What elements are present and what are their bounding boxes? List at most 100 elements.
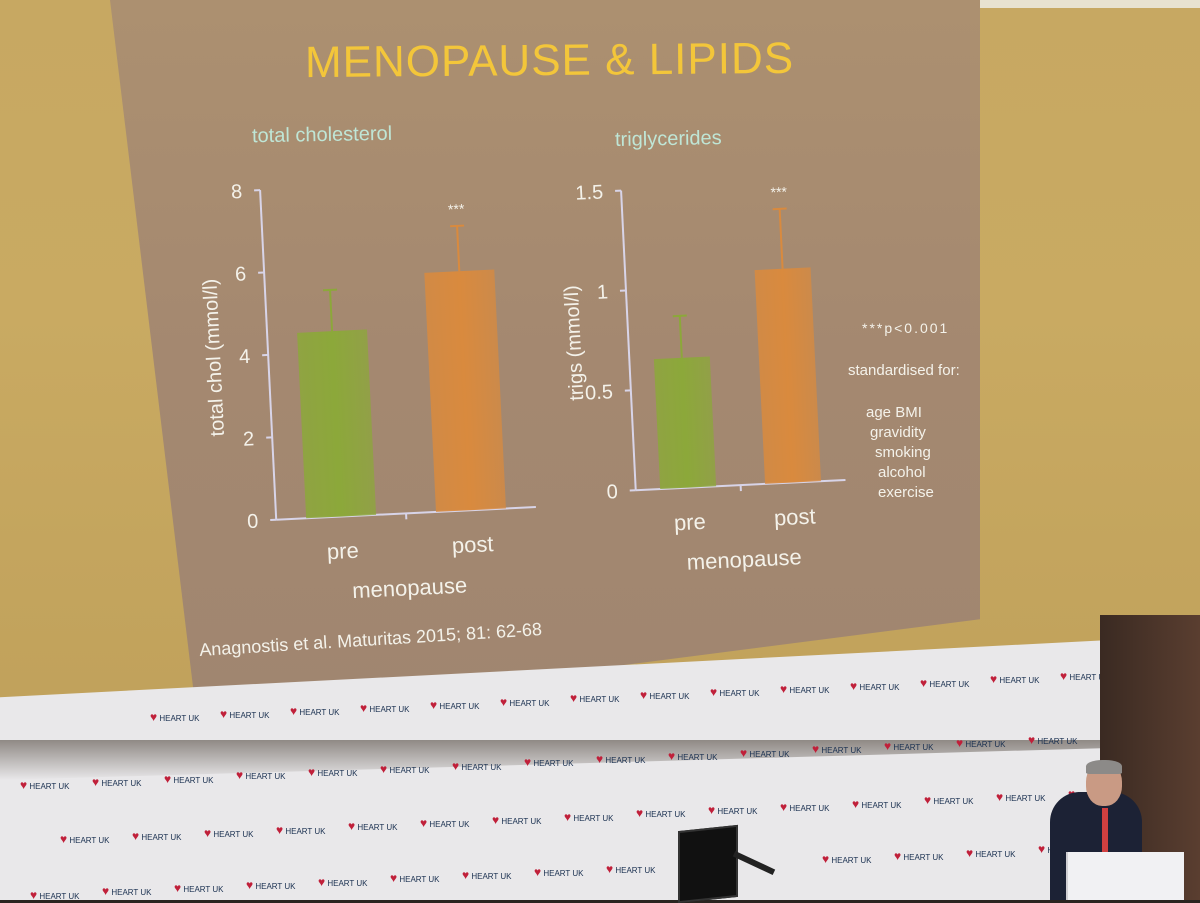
heart-uk-logo-text: HEART UK: [829, 856, 871, 865]
heart-uk-logo: ♥ HEART UK: [20, 778, 70, 792]
chart-1-errorbar-pre: [680, 316, 682, 358]
heart-uk-logo: ♥ HEART UK: [276, 823, 326, 837]
chol-chart-title: total cholesterol: [252, 123, 392, 148]
heart-uk-logo: ♥ HEART UK: [492, 813, 542, 827]
factor-alcohol: alcohol: [878, 464, 926, 481]
heart-uk-logo-text: HEART UK: [891, 743, 933, 752]
heart-uk-logo-text: HEART UK: [387, 766, 429, 775]
heart-uk-logo: ♥ HEART UK: [132, 829, 182, 843]
chart-1-errorbar-post: [780, 209, 783, 269]
chart-0-bar-post: [424, 270, 506, 512]
heart-uk-logo-text: HEART UK: [541, 869, 583, 878]
heart-uk-logo: ♥ HEART UK: [236, 768, 286, 782]
heart-uk-logo-text: HEART UK: [717, 689, 759, 698]
heart-uk-logo-text: HEART UK: [315, 769, 357, 778]
chart-0-ytick-label: 6: [235, 263, 247, 286]
heart-uk-logo-text: HEART UK: [1035, 737, 1077, 746]
chart-1-category-post: post: [773, 503, 816, 530]
heart-uk-logo: ♥ HEART UK: [318, 875, 368, 889]
heart-uk-logo: ♥ HEART UK: [420, 816, 470, 830]
chart-0-xlabel: menopause: [352, 572, 468, 603]
heart-uk-logo-text: HEART UK: [931, 797, 973, 806]
heart-uk-logo: ♥ HEART UK: [150, 710, 200, 724]
chart-1-bar-pre: [654, 356, 716, 489]
heart-uk-logo: ♥ HEART UK: [534, 865, 584, 879]
chart-1-ytick-label: 0: [606, 481, 618, 504]
chart-1-xlabel: menopause: [686, 544, 802, 575]
chart-1-errorcap-post: [773, 209, 787, 210]
chart-0-ylabel: total chol (mmol/l): [199, 278, 229, 437]
heart-uk-logo-text: HEART UK: [171, 776, 213, 785]
heart-uk-logo-text: HEART UK: [997, 676, 1039, 685]
heart-uk-logo: ♥ HEART UK: [710, 685, 760, 699]
heart-uk-logo: ♥ HEART UK: [308, 765, 358, 779]
heart-uk-logo: ♥ HEART UK: [92, 775, 142, 789]
chart-0-ytick-label: 4: [239, 346, 251, 369]
heart-uk-logo-text: HEART UK: [297, 708, 339, 717]
heart-uk-logo: ♥ HEART UK: [500, 695, 550, 709]
heart-uk-logo-text: HEART UK: [227, 711, 269, 720]
chart-0-category-pre: pre: [326, 538, 359, 565]
heart-uk-logo: ♥ HEART UK: [668, 749, 718, 763]
chart-0-errorbar-pre: [330, 290, 332, 331]
chart-0-errorbar-post: [457, 226, 459, 271]
heart-uk-logo: ♥ HEART UK: [990, 672, 1040, 686]
heart-uk-logo-text: HEART UK: [109, 888, 151, 897]
heart-uk-logo-text: HEART UK: [927, 680, 969, 689]
heart-uk-logo-text: HEART UK: [715, 807, 757, 816]
chart-0-errorcap-pre: [323, 290, 337, 291]
heart-uk-logo-text: HEART UK: [99, 779, 141, 788]
heart-uk-logo-text: HEART UK: [27, 782, 69, 791]
heart-uk-logo: ♥ HEART UK: [780, 682, 830, 696]
ceiling-strip: [960, 0, 1200, 8]
heart-uk-logo: ♥ HEART UK: [822, 852, 872, 866]
trig-chart-title: triglycerides: [615, 127, 722, 152]
heart-uk-logo-text: HEART UK: [1003, 794, 1045, 803]
chart-0-ytick-label: 8: [231, 181, 243, 204]
heart-uk-logo: ♥ HEART UK: [174, 881, 224, 895]
heart-uk-logo-text: HEART UK: [819, 746, 861, 755]
heart-uk-logo: ♥ HEART UK: [246, 878, 296, 892]
heart-uk-logo: ♥ HEART UK: [740, 746, 790, 760]
heart-uk-logo: ♥ HEART UK: [708, 803, 758, 817]
heart-uk-logo-text: HEART UK: [507, 699, 549, 708]
heart-uk-logo-text: HEART UK: [747, 750, 789, 759]
chart-1-ytick-label: 0.5: [585, 381, 614, 404]
heart-uk-logo-text: HEART UK: [531, 759, 573, 768]
heart-uk-logo-text: HEART UK: [571, 814, 613, 823]
heart-uk-logo: ♥ HEART UK: [596, 752, 646, 766]
chart-1-errorcap-pre: [673, 316, 687, 317]
heart-uk-logo: ♥ HEART UK: [348, 819, 398, 833]
speaker-hair: [1086, 760, 1122, 774]
heart-uk-logo: ♥ HEART UK: [564, 810, 614, 824]
chart-1-y-axis: [621, 191, 636, 491]
heart-uk-logo: ♥ HEART UK: [636, 806, 686, 820]
heart-uk-logo: ♥ HEART UK: [60, 832, 110, 846]
heart-uk-logo: ♥ HEART UK: [996, 790, 1046, 804]
heart-uk-logo: ♥ HEART UK: [452, 759, 502, 773]
chart-1-ytick-label: 1.5: [575, 181, 604, 204]
chart-0-category-post: post: [451, 531, 494, 558]
heart-uk-logo: ♥ HEART UK: [1028, 733, 1078, 747]
heart-uk-logo: ♥ HEART UK: [924, 793, 974, 807]
factor-age-bmi: age BMI: [866, 404, 922, 421]
heart-uk-logo: ♥ HEART UK: [430, 698, 480, 712]
heart-uk-logo-text: HEART UK: [603, 756, 645, 765]
heart-uk-logo-text: HEART UK: [973, 850, 1015, 859]
heart-uk-logo: ♥ HEART UK: [380, 762, 430, 776]
factor-smoking: smoking: [875, 444, 931, 461]
heart-uk-logo-text: HEART UK: [963, 740, 1005, 749]
heart-uk-logo: ♥ HEART UK: [390, 871, 440, 885]
heart-uk-logo: ♥ HEART UK: [894, 849, 944, 863]
chart-0-bar-pre: [297, 329, 376, 518]
heart-uk-logo-text: HEART UK: [857, 683, 899, 692]
heart-uk-logo-text: HEART UK: [427, 820, 469, 829]
heart-uk-logo: ♥ HEART UK: [524, 755, 574, 769]
heart-uk-logo: ♥ HEART UK: [204, 826, 254, 840]
heart-uk-logo: ♥ HEART UK: [220, 707, 270, 721]
heart-uk-logo: ♥ HEART UK: [606, 862, 656, 876]
heart-uk-logo-text: HEART UK: [459, 763, 501, 772]
heart-uk-logo-text: HEART UK: [325, 879, 367, 888]
